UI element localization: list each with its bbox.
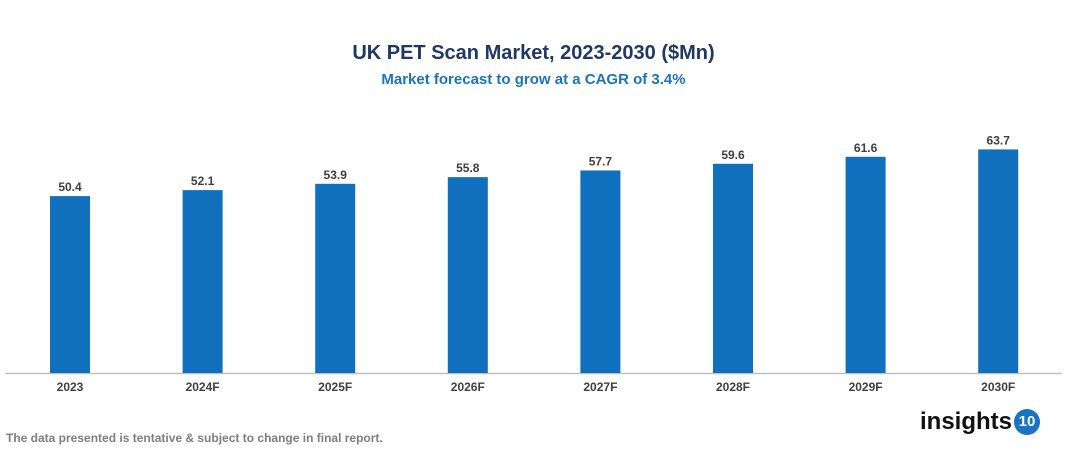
x-tick-label: 2028F (716, 380, 750, 394)
bar-2023 (50, 196, 90, 373)
bar-2028F (713, 163, 753, 373)
bar-2026F (447, 177, 488, 373)
data-label: 50.4 (58, 180, 82, 194)
bar-2027F (580, 170, 621, 373)
insights10-logo: insights 10 (920, 408, 1041, 436)
disclaimer-note: The data presented is tentative & subjec… (6, 431, 383, 445)
logo-text: insights (920, 408, 1013, 435)
x-tick-label: 2030F (981, 380, 1015, 394)
data-label: 63.7 (987, 133, 1011, 147)
data-label: 53.9 (324, 168, 348, 182)
data-label: 57.7 (589, 154, 613, 168)
data-label: 52.1 (191, 174, 215, 188)
x-tick-label: 2024F (186, 380, 220, 394)
bar-2024F (182, 190, 223, 373)
data-label: 61.6 (854, 141, 878, 155)
x-tick-label: 2027F (583, 380, 617, 394)
bar-2025F (315, 183, 356, 373)
chart-title: UK PET Scan Market, 2023-2030 ($Mn) (352, 42, 715, 64)
bar-2029F (845, 156, 886, 373)
x-tick-label: 2025F (318, 380, 352, 394)
x-tick-label: 2026F (451, 380, 485, 394)
x-tick-label: 2023 (57, 380, 84, 394)
bar-2030F (978, 149, 1019, 373)
x-tick-label: 2029F (849, 380, 883, 394)
logo-number: 10 (1014, 409, 1041, 435)
chart-subtitle: Market forecast to grow at a CAGR of 3.4… (381, 71, 686, 88)
data-label: 55.8 (456, 161, 480, 175)
data-label: 59.6 (721, 148, 745, 162)
